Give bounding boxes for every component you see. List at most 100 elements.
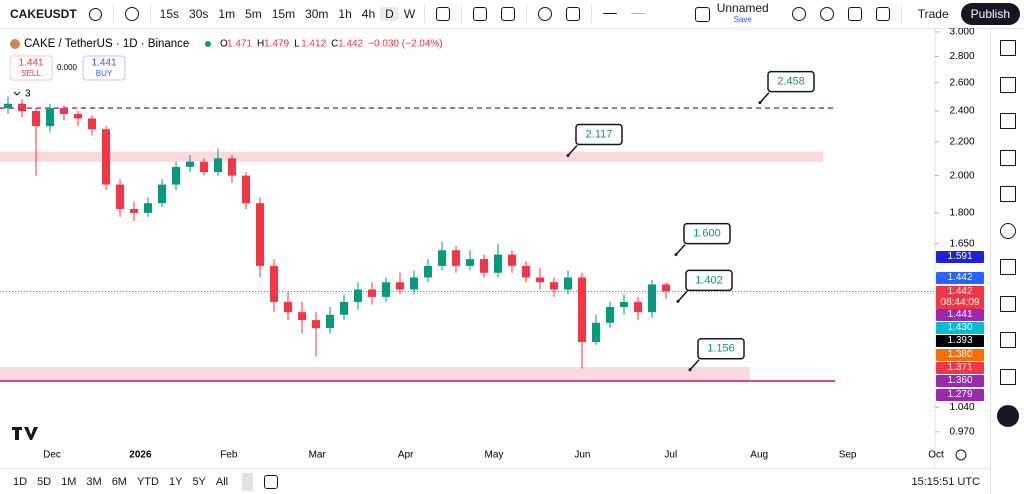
- separator: [242, 472, 254, 491]
- candle-body: [508, 254, 516, 266]
- interval[interactable]: 30s: [189, 7, 209, 21]
- top-toolbar: CAKEUSDT 15s 30s 1m 5m 15m 30m 1h 4h D W Unnamed …: [0, 0, 1024, 29]
- symbol[interactable]: CAKEUSDT: [10, 7, 77, 21]
- plot: 2.458 2.117 1.600 1.402 1.156: [0, 70, 935, 382]
- replay-icon[interactable]: [566, 7, 581, 21]
- candle-body: [452, 250, 460, 266]
- publish-button[interactable]: Publish: [960, 3, 1020, 25]
- sidebar-icon[interactable]: [997, 405, 1019, 427]
- interval[interactable]: 30m: [305, 7, 329, 21]
- candle-body: [242, 175, 250, 204]
- callout-label: 1.402: [695, 274, 723, 286]
- x-tick-label: Sep: [839, 450, 857, 461]
- x-tick-label: Jul: [664, 450, 677, 461]
- interval[interactable]: 4h: [361, 7, 376, 21]
- separator: [526, 5, 528, 23]
- zone: [0, 151, 823, 162]
- candle-body: [18, 103, 26, 112]
- layout-name[interactable]: Unnamed Save: [716, 1, 769, 25]
- range[interactable]: 1Y: [168, 475, 183, 488]
- indicators-icon[interactable]: [473, 7, 488, 21]
- sidebar-icon[interactable]: [1000, 259, 1016, 275]
- range[interactable]: 1M: [61, 475, 77, 488]
- layout-title: Unnamed: [716, 1, 769, 15]
- fullscreen-icon[interactable]: [847, 7, 862, 21]
- sidebar-icon[interactable]: [1000, 149, 1016, 166]
- candle-body: [228, 158, 236, 176]
- sidebar-icon[interactable]: [1000, 40, 1016, 56]
- candle-body: [396, 282, 404, 290]
- date-range-icon[interactable]: [264, 474, 279, 489]
- sidebar-icon[interactable]: [1000, 295, 1016, 312]
- compare-icon[interactable]: [124, 7, 139, 21]
- candle-body: [158, 184, 166, 204]
- interval[interactable]: 5m: [245, 7, 262, 21]
- price-badge: 1.279: [936, 389, 984, 401]
- candle-body: [130, 209, 138, 213]
- callout-pointer: [689, 359, 700, 371]
- sidebar-icon[interactable]: [1000, 222, 1016, 239]
- settings-icon[interactable]: [819, 7, 834, 21]
- flag-icon[interactable]: [88, 7, 102, 21]
- y-tick-label: 1.650: [949, 238, 974, 249]
- sidebar-icon[interactable]: [1000, 368, 1016, 385]
- sell-button[interactable]: [9, 55, 53, 81]
- collapse-icon[interactable]: [13, 91, 21, 96]
- redo-icon[interactable]: [631, 13, 646, 15]
- candle-body: [522, 265, 530, 278]
- candle-body: [606, 307, 614, 323]
- callout-box: [683, 222, 731, 245]
- sidebar-icon[interactable]: [1000, 332, 1016, 348]
- sidebar-icon[interactable]: [1000, 186, 1016, 202]
- callout-box: [697, 337, 745, 360]
- candle-body: [284, 301, 292, 313]
- range[interactable]: YTD: [136, 475, 159, 488]
- snapshot-icon[interactable]: [875, 7, 890, 21]
- layout-checkbox[interactable]: [694, 6, 710, 22]
- sidebar-icon[interactable]: [1000, 76, 1016, 93]
- interval[interactable]: D: [380, 7, 399, 21]
- range[interactable]: All: [215, 475, 229, 488]
- x-tick-label: Mar: [309, 450, 327, 461]
- layouts-icon[interactable]: [501, 7, 516, 21]
- candle-type-icon[interactable]: [436, 7, 451, 21]
- y-tick-label: 2.600: [949, 77, 974, 88]
- candle-body: [578, 277, 586, 343]
- y-tick-label: 2.000: [949, 170, 974, 181]
- ohlc-key: L: [294, 39, 300, 50]
- callout-label: 2.458: [777, 75, 805, 87]
- x-tick-label: Jun: [574, 450, 590, 461]
- candle-body: [550, 282, 558, 290]
- separator: [461, 5, 463, 23]
- callout-box: [767, 70, 815, 93]
- callout-label: 1.156: [707, 343, 735, 355]
- callout-box: [575, 123, 623, 146]
- undo-icon[interactable]: [603, 13, 618, 15]
- search-icon[interactable]: [791, 7, 806, 21]
- range[interactable]: 6M: [111, 475, 127, 488]
- separator: [149, 5, 151, 23]
- range[interactable]: 1D: [13, 475, 28, 488]
- right-sidebar: [990, 28, 1024, 493]
- range[interactable]: 5Y: [192, 475, 206, 488]
- price-badge: 1.442: [936, 272, 984, 284]
- candle-body: [494, 254, 502, 273]
- buy-button[interactable]: [82, 55, 126, 81]
- interval[interactable]: 15s: [159, 7, 180, 21]
- callout-label: 1.600: [693, 228, 721, 240]
- x-tick-label: Dec: [43, 450, 61, 461]
- candle-body: [340, 301, 348, 315]
- range[interactable]: 5D: [37, 475, 52, 488]
- interval[interactable]: 1m: [218, 7, 236, 21]
- price-badge: 1.441: [936, 309, 984, 321]
- callout-anchor: [674, 253, 678, 257]
- interval[interactable]: W: [403, 7, 416, 21]
- market-status: [205, 41, 211, 47]
- interval[interactable]: 1h: [338, 7, 352, 21]
- axis-settings-icon[interactable]: [955, 449, 967, 461]
- range[interactable]: 3M: [86, 475, 102, 488]
- interval[interactable]: 15m: [271, 7, 296, 21]
- alert-icon[interactable]: [538, 7, 553, 21]
- sidebar-icon[interactable]: [1000, 113, 1016, 129]
- trade-button[interactable]: Trade: [917, 7, 949, 21]
